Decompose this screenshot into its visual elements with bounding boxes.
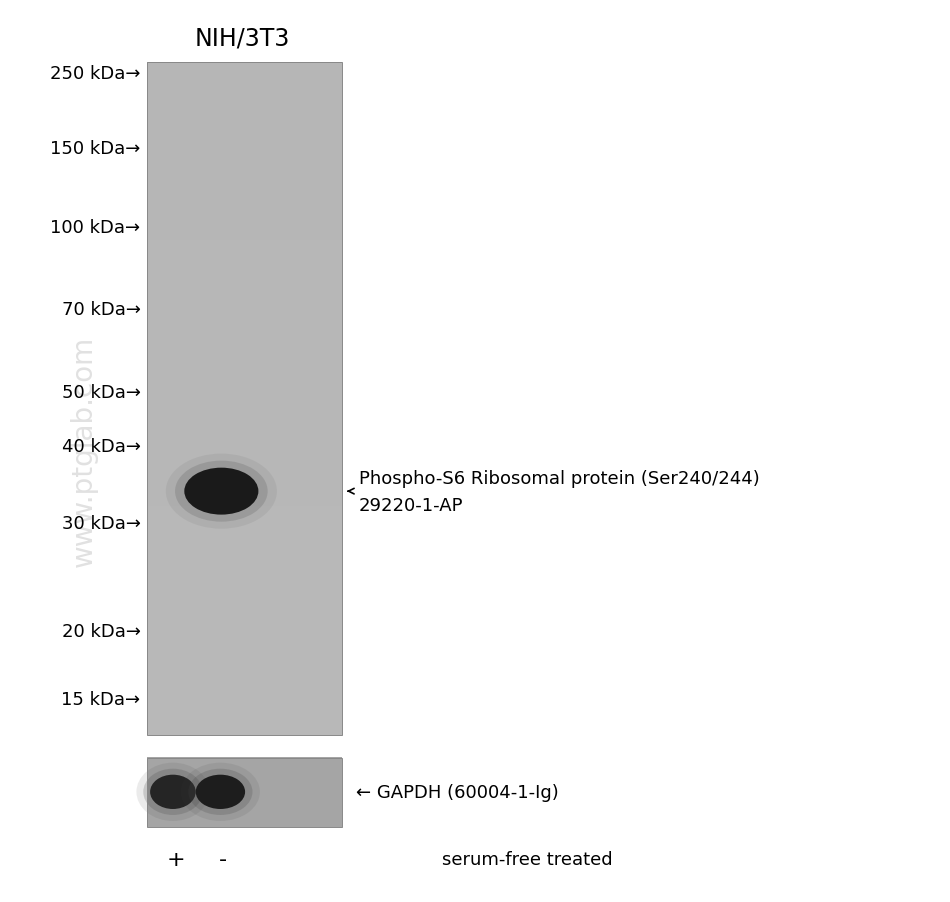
Ellipse shape: [180, 763, 260, 821]
Text: 29220-1-AP: 29220-1-AP: [359, 496, 464, 514]
Ellipse shape: [188, 769, 253, 815]
Ellipse shape: [143, 769, 202, 815]
Text: 15 kDa→: 15 kDa→: [62, 690, 141, 708]
Text: 150 kDa→: 150 kDa→: [50, 140, 141, 158]
Ellipse shape: [166, 454, 277, 529]
Text: www.ptglab.com: www.ptglab.com: [69, 336, 98, 566]
Text: +: +: [166, 849, 185, 869]
Text: serum-free treated: serum-free treated: [442, 850, 613, 868]
Ellipse shape: [150, 775, 196, 809]
Text: ← GAPDH (60004-1-Ig): ← GAPDH (60004-1-Ig): [356, 783, 559, 801]
Ellipse shape: [196, 775, 245, 809]
Ellipse shape: [137, 763, 209, 821]
Text: 70 kDa→: 70 kDa→: [62, 300, 141, 318]
Ellipse shape: [175, 461, 268, 522]
Text: Phospho-S6 Ribosomal protein (Ser240/244): Phospho-S6 Ribosomal protein (Ser240/244…: [359, 469, 760, 487]
Text: 40 kDa→: 40 kDa→: [62, 437, 141, 456]
Text: 250 kDa→: 250 kDa→: [50, 65, 141, 83]
Bar: [147, 758, 342, 827]
Text: NIH/3T3: NIH/3T3: [195, 27, 290, 51]
Text: 100 kDa→: 100 kDa→: [50, 218, 141, 236]
Ellipse shape: [184, 468, 258, 515]
Text: 30 kDa→: 30 kDa→: [62, 514, 141, 532]
Text: 20 kDa→: 20 kDa→: [62, 622, 141, 640]
Bar: [147, 63, 342, 735]
Text: 50 kDa→: 50 kDa→: [62, 383, 141, 401]
Text: -: -: [219, 849, 227, 869]
